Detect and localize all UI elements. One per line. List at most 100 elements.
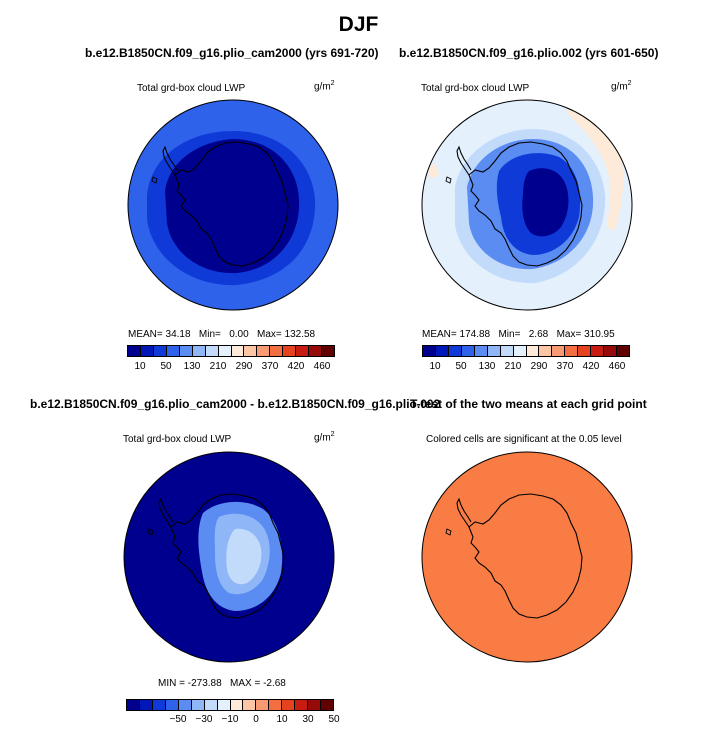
colorbar-segment [165,700,179,710]
panel2-polar-map [421,99,633,311]
colorbar-segment [140,346,154,356]
panel2-mean-label: MEAN= [422,329,457,340]
panel1-variable-label: Total grd-box cloud LWP [137,83,246,94]
colorbar-segment [282,700,296,710]
colorbar-segment [461,346,475,356]
colorbar-tick-label: 50 [328,714,340,725]
colorbar-segment [296,346,310,356]
colorbar-segment [423,346,436,356]
colorbar-segment [231,346,245,356]
ring-plateau [522,168,569,237]
colorbar-segment [591,346,605,356]
ring-plateau [226,528,262,585]
colorbar-segment [283,346,297,356]
panel3-units: g/m2 [314,431,335,444]
colorbar-segment [218,346,232,356]
island-coastline [445,528,452,536]
coastline [174,141,289,267]
panel2-units: g/m2 [611,80,632,93]
colorbar-segment [552,346,566,356]
colorbar-segment [578,346,592,356]
colorbar-tick-label: 130 [478,361,496,372]
colorbar-segment [153,346,167,356]
colorbar-tick-label: 10 [276,714,288,725]
colorbar-tick-label: 290 [235,361,253,372]
colorbar-tick-label: 10 [429,361,441,372]
panel2-max-value: 310.95 [584,329,615,340]
colorbar-segment [179,346,193,356]
panel1-mean-label: MEAN= [128,329,163,340]
colorbar-segment [205,346,219,356]
colorbar-tick-label: −50 [169,714,187,725]
colorbar-segment [257,346,271,356]
colorbar-segment [526,346,540,356]
panel1-units: g/m2 [314,80,335,93]
colorbar-segment [565,346,579,356]
map-border [421,99,633,311]
colorbar-segment [309,346,323,356]
colorbar-tick-label: −30 [195,714,213,725]
colorbar-segment [435,346,449,356]
peninsula-coastline [456,497,472,528]
panel1-min-label: Min= [198,329,221,340]
island-coastline [147,528,154,536]
colorbar-segment [244,346,258,356]
colorbar-tick-label: 130 [183,361,201,372]
colorbar-tick-label: 0 [253,714,259,725]
colorbar-segment [270,346,284,356]
panel1-colorbar-ticks: 10 50 130 210 290 370 420 460 [127,361,335,373]
colorbar-tick-label: 10 [134,361,146,372]
island-coastline [445,176,452,184]
peninsula-coastline [162,145,178,176]
island-coastline [151,176,158,184]
colorbar-segment [617,346,629,356]
coastline [468,141,583,267]
colorbar-segment [166,346,180,356]
colorbar-segment [230,700,244,710]
panel2-colorbar-ticks: 10 50 130 210 290 370 420 460 [422,361,630,373]
colorbar-tick-label: 50 [160,361,172,372]
panel1-case-title: b.e12.B1850CN.f09_g16.plio_cam2000 (yrs … [85,46,379,60]
panel3-max-value: -2.68 [263,678,286,689]
colorbar-segment [217,700,231,710]
colorbar-tick-label: 420 [287,361,305,372]
map-border [127,99,339,311]
panel1-max-value: 132.58 [284,329,316,340]
panel3-variable-label: Total grd-box cloud LWP [123,434,232,445]
panel2-colorbar [422,345,630,357]
panel1-colorbar [127,345,335,357]
panel1-stats: MEAN= 34.18 Min= 0.00 Max= 132.58 [128,329,315,340]
colorbar-tick-label: 460 [608,361,626,372]
panel1-polar-map [127,99,339,311]
panel1-max-label: Max= [257,329,282,340]
colorbar-segment [204,700,218,710]
panel3-case-title: b.e12.B1850CN.f09_g16.plio_cam2000 - b.e… [30,397,441,411]
colorbar-segment [322,346,334,356]
panel3-min-value: -273.88 [187,678,222,689]
colorbar-segment [500,346,514,356]
panel2-mean-value: 174.88 [459,329,491,340]
panel2-stats: MEAN= 174.88 Min= 2.68 Max= 310.95 [422,329,615,340]
colorbar-tick-label: 210 [209,361,227,372]
panel3-colorbar [126,699,334,711]
positive-anomaly-east [567,103,624,231]
colorbar-segment [604,346,618,356]
colorbar-tick-label: 290 [530,361,548,372]
positive-anomaly-west [427,163,439,179]
panel1-min-value: 0.00 [229,329,249,340]
colorbar-segment [448,346,462,356]
coastline [170,493,285,619]
panel4-case-title: T-test of the two means at each grid poi… [410,397,647,411]
colorbar-segment [295,700,309,710]
colorbar-segment [191,700,205,710]
colorbar-tick-label: 30 [302,714,314,725]
panel2-min-value: 2.68 [528,329,549,340]
panel4-subtitle: Colored cells are significant at the 0.0… [426,434,622,445]
panel2-min-label: Min= [498,329,521,340]
peninsula-coastline [456,145,472,176]
panel2-variable-label: Total grd-box cloud LWP [421,83,530,94]
panel2-case-title: b.e12.B1850CN.f09_g16.plio.002 (yrs 601-… [399,46,659,60]
coastline [468,493,583,619]
colorbar-tick-label: 370 [556,361,574,372]
colorbar-segment [269,700,283,710]
